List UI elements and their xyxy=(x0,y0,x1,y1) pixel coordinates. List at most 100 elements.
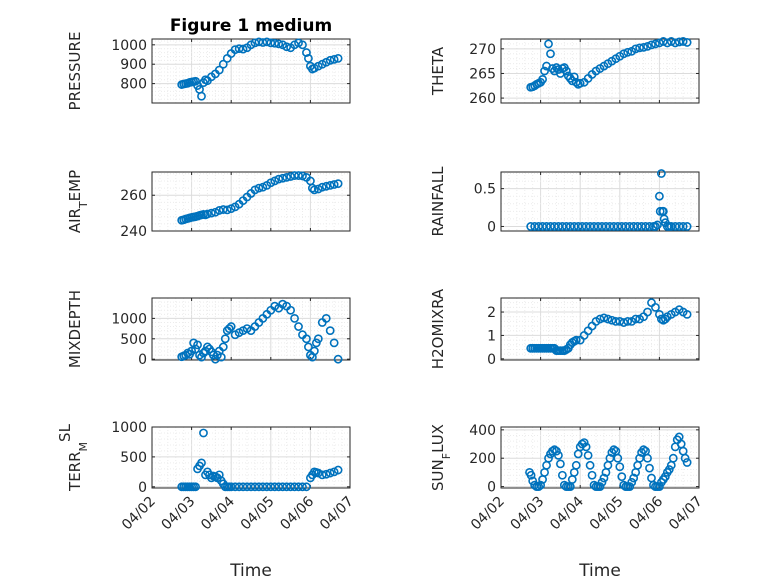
y-axis-label: RAINFALL xyxy=(429,166,447,237)
data-point xyxy=(333,354,343,364)
data-point xyxy=(286,305,295,315)
data-point xyxy=(643,41,652,51)
data-point xyxy=(575,78,585,88)
y-tick-label: 0 xyxy=(138,480,147,496)
data-point xyxy=(599,313,609,323)
data-point xyxy=(294,171,303,180)
data-point xyxy=(660,472,670,482)
data-point xyxy=(199,428,208,438)
y-tick-label: 500 xyxy=(120,450,147,466)
data-point xyxy=(218,59,228,69)
x-axis-label: Time xyxy=(229,561,272,581)
data-point xyxy=(298,40,307,50)
data-point xyxy=(589,480,599,490)
data-point xyxy=(282,42,292,52)
data-point xyxy=(639,42,648,52)
data-point xyxy=(579,438,589,448)
data-point xyxy=(655,309,664,319)
data-point xyxy=(321,181,331,191)
data-point xyxy=(309,346,319,356)
data-point xyxy=(587,470,597,480)
data-point xyxy=(329,54,339,64)
data-point xyxy=(557,470,567,480)
axes-box xyxy=(500,38,700,104)
series-markers xyxy=(177,37,343,101)
data-point xyxy=(548,446,557,456)
data-point xyxy=(581,442,591,452)
y-axis-label: AIRTEMP xyxy=(66,170,90,233)
data-point xyxy=(643,307,652,317)
data-point xyxy=(203,209,212,219)
data-point xyxy=(181,350,191,360)
subplot-5: 0 1 2 H2OMIXRA xyxy=(429,288,700,369)
axes-box xyxy=(151,297,351,361)
y-tick-label: 1000 xyxy=(111,311,147,327)
data-point xyxy=(526,470,536,480)
data-point xyxy=(238,44,248,54)
data-point xyxy=(639,445,648,455)
y-axis-label-rest: LUX xyxy=(429,424,447,453)
data-point xyxy=(298,171,307,181)
grid xyxy=(500,172,700,231)
data-point xyxy=(680,453,690,463)
data-point xyxy=(597,477,607,487)
x-axis-label: Time xyxy=(578,561,621,581)
data-point xyxy=(274,39,284,49)
data-point xyxy=(544,39,553,49)
data-point xyxy=(270,38,280,48)
data-point xyxy=(554,450,563,460)
data-point xyxy=(254,183,264,193)
data-point xyxy=(643,453,652,463)
y-axis-label-sup: SL xyxy=(56,423,74,442)
data-point xyxy=(571,335,581,345)
y-axis-label-main: SUN xyxy=(429,459,447,491)
y-axis-label: PRESSURE xyxy=(66,32,84,111)
data-point xyxy=(234,44,244,54)
data-point xyxy=(530,480,540,490)
data-point xyxy=(571,460,581,470)
data-point xyxy=(653,220,662,230)
data-point xyxy=(561,66,571,76)
data-point xyxy=(550,445,559,455)
figure-title: Figure 1 medium xyxy=(170,16,332,36)
data-point xyxy=(585,460,595,470)
y-axis-label: SUNFLUX xyxy=(429,424,453,491)
y-axis-label-main: AIR xyxy=(66,208,84,233)
y-axis-label: TERRMSL xyxy=(56,423,90,492)
data-point xyxy=(329,180,339,189)
series-markers xyxy=(525,432,692,491)
axes-box xyxy=(151,171,351,232)
y-tick-label: 0 xyxy=(487,219,496,235)
y-axis-label-sub: T xyxy=(77,201,90,209)
series-markers xyxy=(177,428,343,492)
y-tick-label: 1000 xyxy=(111,420,147,436)
data-point xyxy=(625,482,635,491)
subplot-2: 240 260 AIRTEMP xyxy=(66,170,351,240)
data-point xyxy=(333,465,343,475)
plot-area xyxy=(152,427,350,488)
data-point xyxy=(278,173,288,183)
data-point xyxy=(615,462,625,472)
data-point xyxy=(274,174,284,184)
data-point xyxy=(333,179,343,189)
data-point xyxy=(647,40,656,50)
data-point xyxy=(629,473,639,483)
data-point xyxy=(307,183,317,193)
subplot-3: 0 0.5 RAINFALL xyxy=(429,166,700,237)
subplot-0: 800 900 1000 PRESSURE xyxy=(66,32,351,111)
data-point xyxy=(528,476,538,486)
data-point xyxy=(214,65,224,75)
data-point xyxy=(193,340,202,350)
series-markers xyxy=(177,299,343,364)
data-point xyxy=(191,76,200,86)
data-point xyxy=(218,342,228,352)
data-point xyxy=(668,453,678,463)
data-point xyxy=(325,181,335,190)
data-point xyxy=(538,74,547,84)
data-point xyxy=(333,53,343,63)
series-markers xyxy=(526,37,692,92)
y-tick-label: 500 xyxy=(120,332,147,348)
data-point xyxy=(659,214,669,224)
data-point xyxy=(660,314,670,324)
data-point xyxy=(682,38,692,47)
